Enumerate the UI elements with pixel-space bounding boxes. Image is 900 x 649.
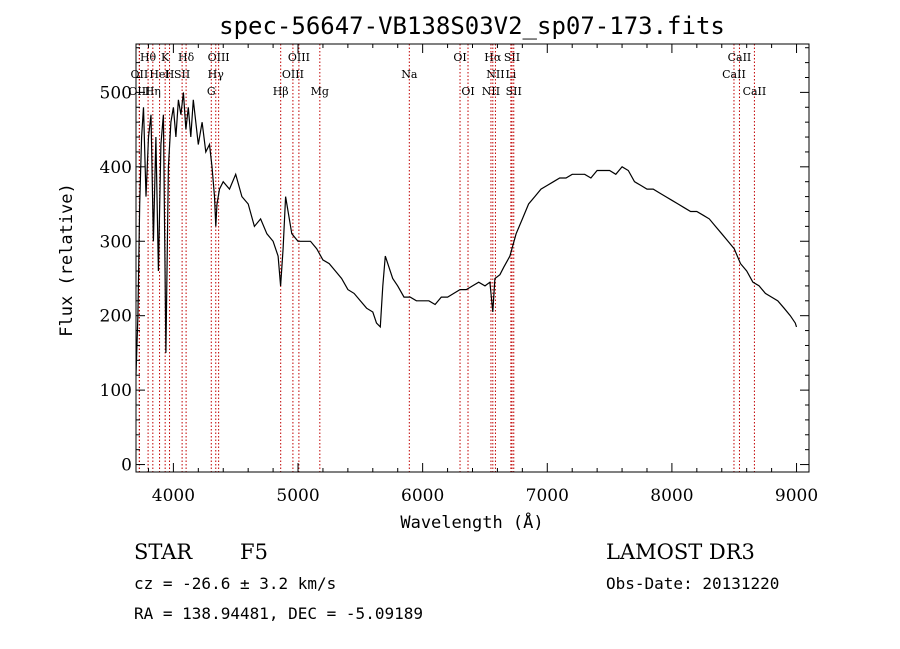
y-tick-label: 400 [100,158,132,178]
object-class: STAR [134,540,193,564]
y-tick-label: 0 [121,456,132,476]
x-axis: 4000 5000 6000 7000 8000 9000 [147,44,818,506]
spectral-line-label: G [207,85,216,98]
x-tick-label: 7000 [526,486,569,506]
spectral-line-label: OII [131,68,149,81]
y-tick-label: 300 [100,232,132,252]
x-tick-label: 9000 [775,486,818,506]
spectral-line-label: OIII [128,85,150,98]
redshift-velocity: cz = -26.6 ± 3.2 km/s [134,574,337,593]
y-tick-label: 500 [100,83,132,103]
chart-title: spec-56647-VB138S03V2_sp07-173.fits [219,12,725,40]
x-axis-title: Wavelength (Å) [400,511,543,533]
spectral-line-label: Hβ [273,85,289,98]
plot-frame [135,43,810,473]
x-tick-label: 4000 [152,486,195,506]
y-axis-title: Flux (relative) [57,183,77,337]
spectral-line-label: SII [506,85,522,98]
spectral-line-label: NII [482,85,500,98]
spectral-line-label: NII [486,68,504,81]
y-tick-label: 200 [100,307,132,327]
spectral-line-label: Hα [484,51,502,64]
spectral-line-label: CaII [743,85,767,98]
spectral-line-label: Hγ [208,68,225,81]
spectral-line-label: Mg [311,85,329,98]
spectral-line-label: Hη [145,85,161,98]
spectral-line-label: CaII [722,68,746,81]
spectral-line-label: Hδ [178,51,195,64]
spectral-line-label: Hθ [140,51,157,64]
spectral-line-label: OI [453,51,466,64]
spectral-line-label: Li [505,68,516,81]
x-tick-label: 6000 [401,486,444,506]
spectral-line-label: Na [401,68,418,81]
y-axis: 0 100 200 300 400 500 [100,47,809,476]
survey-name: LAMOST DR3 [606,540,755,564]
spectral-line-label: H [165,68,175,81]
coordinates: RA = 138.94481, DEC = -5.09189 [134,604,423,623]
spectral-line-label: CaII [728,51,752,64]
spectral-line-label: HeI [149,68,169,81]
spectral-line-label: K [161,51,170,64]
y-tick-label: 100 [100,381,132,401]
spectrum-series-line [135,92,798,376]
spectral-line-label: SII [504,51,520,64]
spectral-line-label: OI [461,85,474,98]
spectral-line-label: OIII [288,51,310,64]
spectral-line-label: SII [174,68,190,81]
x-tick-label: 5000 [276,486,319,506]
observation-date: Obs-Date: 20131220 [606,574,780,593]
object-subclass: F5 [240,540,268,564]
spectral-line-label: OIII [282,68,304,81]
x-tick-label: 8000 [650,486,693,506]
spectral-line-label: OIII [208,51,230,64]
